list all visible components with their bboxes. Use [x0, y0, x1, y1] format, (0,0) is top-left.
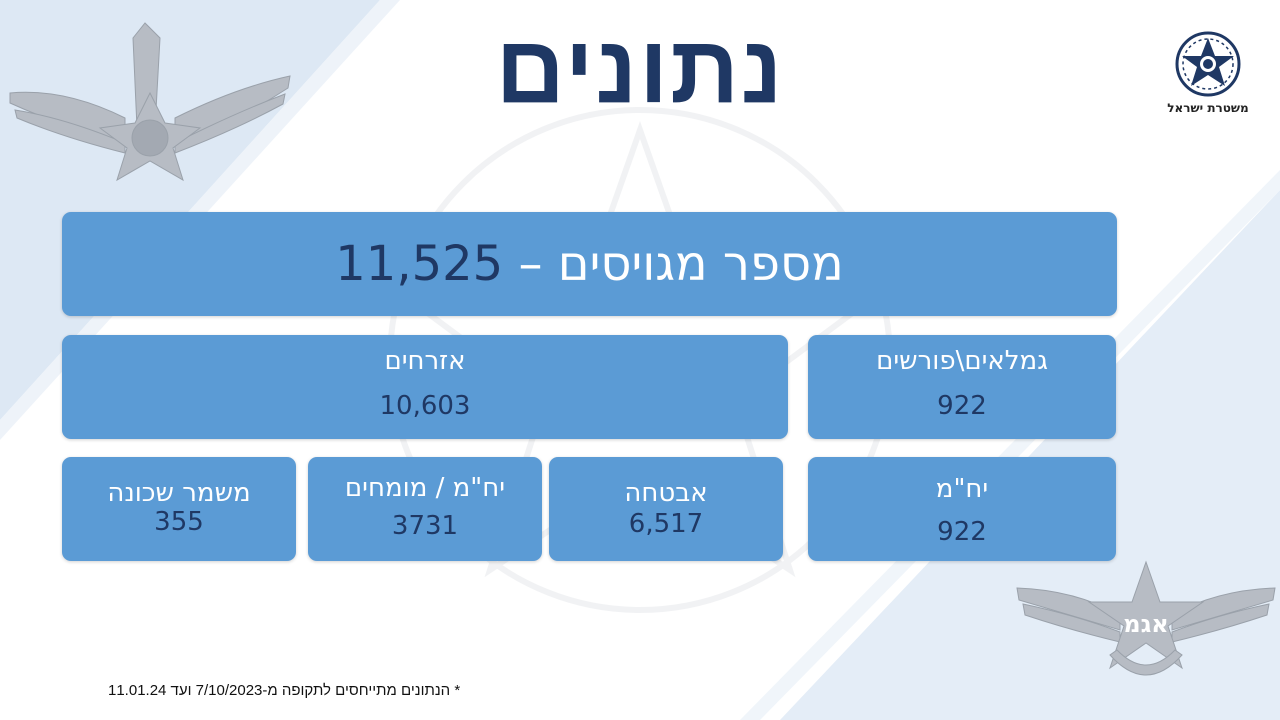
security-value: 6,517 [628, 508, 704, 539]
civilians-box: אזרחים 10,603 [62, 335, 788, 439]
special-unit-retirees-value: 922 [937, 516, 987, 547]
footnote: * הנתונים מתייחסים לתקופה מ-7/10/2023 וע… [108, 682, 461, 699]
special-unit-experts-box: יח"מ / מומחים 3731 [308, 457, 542, 561]
total-recruits-label: מספר מגויסים – [518, 236, 844, 292]
svg-text:אגמ: אגמ [1123, 610, 1169, 638]
page-title: נתונים [495, 16, 785, 123]
retirees-box: גמלאים\פורשים 922 [808, 335, 1116, 439]
total-recruits-value: 11,525 [335, 236, 504, 292]
total-recruits-box: מספר מגויסים – 11,525 [62, 212, 1117, 316]
special-unit-retirees-label: יח"מ [935, 474, 989, 504]
special-unit-experts-value: 3731 [391, 510, 459, 541]
neighborhood-watch-value: 355 [154, 506, 204, 537]
retirees-value: 922 [937, 390, 987, 421]
logo-caption: משטרת ישראל [1167, 101, 1249, 115]
agam-wings-emblem-icon: אגמ [1016, 560, 1276, 676]
neighborhood-watch-label: משמר שכונה [107, 478, 251, 508]
special-unit-experts-label: יח"מ / מומחים [344, 473, 506, 503]
israel-police-star-logo-icon [1175, 31, 1241, 97]
retirees-label: גמלאים\פורשים [876, 346, 1048, 376]
neighborhood-watch-box: משמר שכונה 355 [62, 457, 296, 561]
civilians-label: אזרחים [384, 346, 466, 376]
civilians-value: 10,603 [379, 390, 471, 421]
special-unit-retirees-box: יח"מ 922 [808, 457, 1116, 561]
security-label: אבטחה [624, 478, 708, 508]
police-wings-emblem-icon [9, 22, 291, 182]
security-box: אבטחה 6,517 [549, 457, 783, 561]
